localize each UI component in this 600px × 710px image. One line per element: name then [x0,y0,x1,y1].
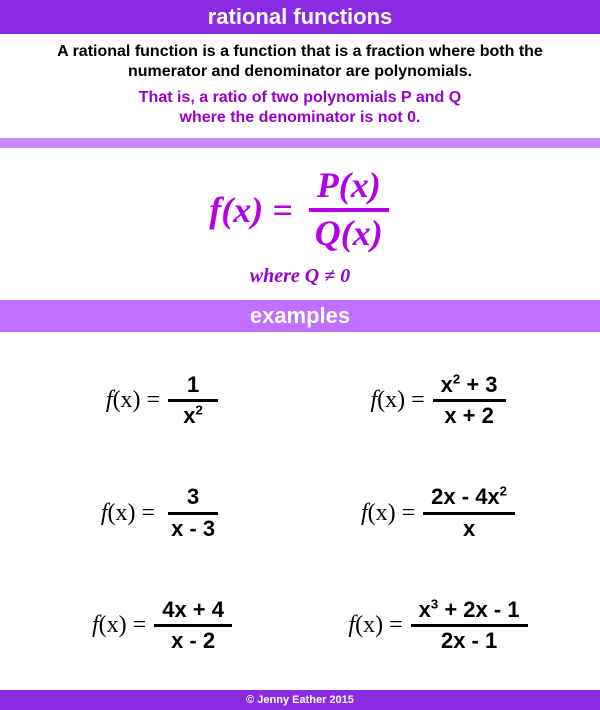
example-fraction: 2x - 4x2 x [423,483,515,542]
example-item: f(x) = 4x + 4 x - 2 [24,569,300,682]
divider-bar [0,138,600,148]
examples-header-bar: examples [0,300,600,332]
example-denominator: x - 3 [163,515,223,543]
intro-line-1: A rational function is a function that i… [18,42,582,82]
footer-text: © Jenny Eather 2015 [246,694,354,706]
example-numerator: 1 [168,371,218,402]
example-item: f(x) = 2x - 4x2 x [300,457,576,570]
example-item: f(x) = x3 + 2x - 1 2x - 1 [300,569,576,682]
footer-bar: © Jenny Eather 2015 [0,690,600,710]
intro-line-2: That is, a ratio of two polynomials P an… [18,88,582,128]
example-denominator: x [455,515,483,543]
example-fraction: x2 + 3 x + 2 [433,371,506,430]
intro-line-2b: where the denominator is not 0. [180,109,421,126]
example-numerator: 2x - 4x2 [423,483,515,514]
intro-line-2a: That is, a ratio of two polynomials P an… [139,89,461,106]
example-fraction: 3 x - 3 [163,483,223,542]
example-denominator: x2 [175,402,211,430]
formula-fraction: P(x) Q(x) [307,164,391,255]
example-numerator: 4x + 4 [154,596,232,627]
example-item: f(x) = x2 + 3 x + 2 [300,344,576,457]
example-numerator: 3 [168,483,218,514]
example-item: f(x) = 3 x - 3 [24,457,300,570]
title-bar: rational functions [0,0,600,34]
example-denominator: 2x - 1 [433,627,505,655]
example-lhs: f(x) = [106,387,160,414]
formula-denominator: Q(x) [307,212,391,256]
title-text: rational functions [208,4,393,29]
formula-numerator: P(x) [309,164,389,212]
example-denominator: x - 2 [163,627,223,655]
formula-where: where Q ≠ 0 [0,265,600,288]
formula-lhs: f(x) = [209,189,292,231]
example-lhs: f(x) = [348,612,402,639]
example-numerator: x3 + 2x - 1 [411,596,528,627]
example-item: f(x) = 1 x2 [24,344,300,457]
example-lhs: f(x) = [361,500,415,527]
example-lhs: f(x) = [92,612,146,639]
example-fraction: x3 + 2x - 1 2x - 1 [411,596,528,655]
examples-header-text: examples [250,303,350,328]
example-lhs: f(x) = [101,500,155,527]
intro-section: A rational function is a function that i… [0,34,600,138]
example-numerator: x2 + 3 [433,371,506,402]
example-denominator: x + 2 [436,402,502,430]
example-lhs: f(x) = [370,387,424,414]
example-fraction: 4x + 4 x - 2 [154,596,232,655]
example-fraction: 1 x2 [168,371,218,430]
examples-grid: f(x) = 1 x2 f(x) = x2 + 3 x + 2 f(x) = 3… [0,332,600,690]
main-formula-section: f(x) = P(x) Q(x) where Q ≠ 0 [0,148,600,300]
main-formula: f(x) = P(x) Q(x) [0,164,600,255]
